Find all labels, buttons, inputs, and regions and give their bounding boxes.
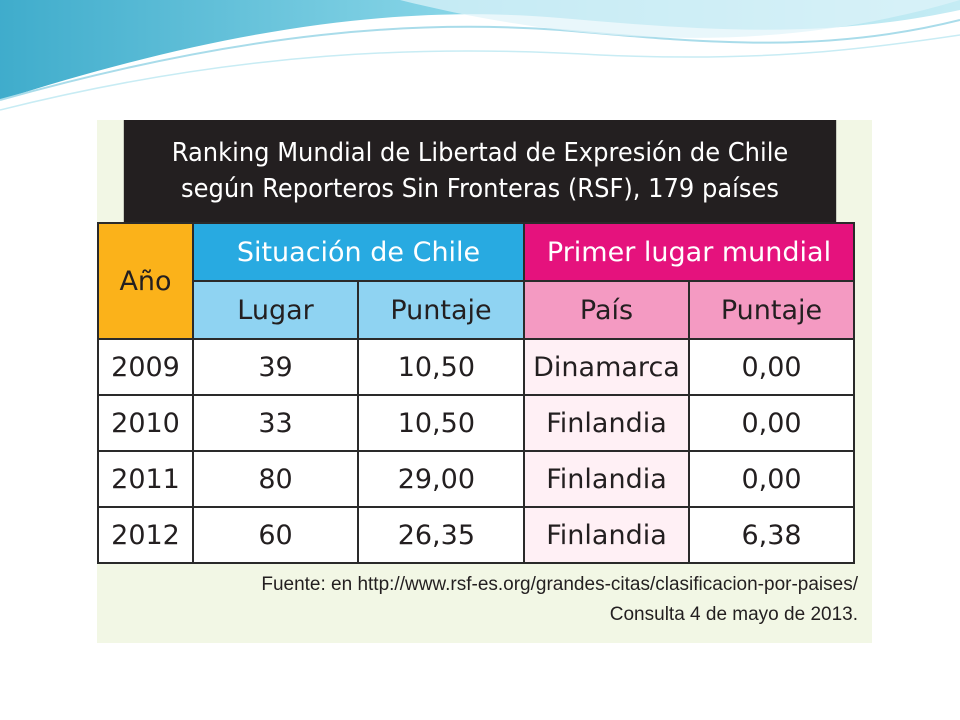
cell-lugar: 60 xyxy=(192,506,359,564)
cell-lugar: 80 xyxy=(192,450,359,508)
cell-puntaje: 10,50 xyxy=(357,338,525,396)
header-puntaje-world: Puntaje xyxy=(688,280,855,340)
cell-puntaje: 26,35 xyxy=(357,506,525,564)
source-note: Fuente: en http://www.rsf-es.org/grandes… xyxy=(261,570,858,630)
header-world-group: Primer lugar mundial xyxy=(523,222,855,282)
title-line-2: según Reporteros Sin Fronteras (RSF), 17… xyxy=(181,174,779,204)
header-pais: País xyxy=(523,280,690,340)
table-row: 2010 33 10,50 Finlandia 0,00 xyxy=(97,394,855,452)
header-chile-group: Situación de Chile xyxy=(192,222,525,282)
cell-puntaje-world: 0,00 xyxy=(688,338,855,396)
header-row-groups: Año Situación de Chile Primer lugar mund… xyxy=(97,222,855,340)
cell-lugar: 39 xyxy=(192,338,359,396)
cell-pais: Finlandia xyxy=(523,506,690,564)
table-row: 2009 39 10,50 Dinamarca 0,00 xyxy=(97,338,855,396)
cell-pais: Dinamarca xyxy=(523,338,690,396)
ranking-table: Año Situación de Chile Primer lugar mund… xyxy=(97,222,855,564)
cell-puntaje-world: 6,38 xyxy=(688,506,855,564)
header-puntaje-chile: Puntaje xyxy=(357,280,525,340)
source-url: Fuente: en http://www.rsf-es.org/grandes… xyxy=(261,574,858,595)
table-title: Ranking Mundial de Libertad de Expresión… xyxy=(123,120,837,222)
cell-puntaje-world: 0,00 xyxy=(688,394,855,452)
source-date: Consulta 4 de mayo de 2013. xyxy=(609,604,858,625)
cell-year: 2012 xyxy=(97,506,194,564)
cell-year: 2010 xyxy=(97,394,194,452)
header-year: Año xyxy=(97,222,194,340)
cell-lugar: 33 xyxy=(192,394,359,452)
cell-pais: Finlandia xyxy=(523,450,690,508)
cell-puntaje: 10,50 xyxy=(357,394,525,452)
cell-year: 2011 xyxy=(97,450,194,508)
cell-year: 2009 xyxy=(97,338,194,396)
header-lugar: Lugar xyxy=(192,280,359,340)
ranking-card: Ranking Mundial de Libertad de Expresión… xyxy=(97,120,872,643)
cell-puntaje-world: 0,00 xyxy=(688,450,855,508)
header-row-columns: Lugar Puntaje País Puntaje xyxy=(98,280,855,340)
decorative-waves xyxy=(0,0,960,111)
title-line-1: Ranking Mundial de Libertad de Expresión… xyxy=(171,138,789,168)
cell-pais: Finlandia xyxy=(523,394,690,452)
table-row: 2011 80 29,00 Finlandia 0,00 xyxy=(97,450,855,508)
cell-puntaje: 29,00 xyxy=(357,450,525,508)
table-row: 2012 60 26,35 Finlandia 6,38 xyxy=(97,506,855,564)
